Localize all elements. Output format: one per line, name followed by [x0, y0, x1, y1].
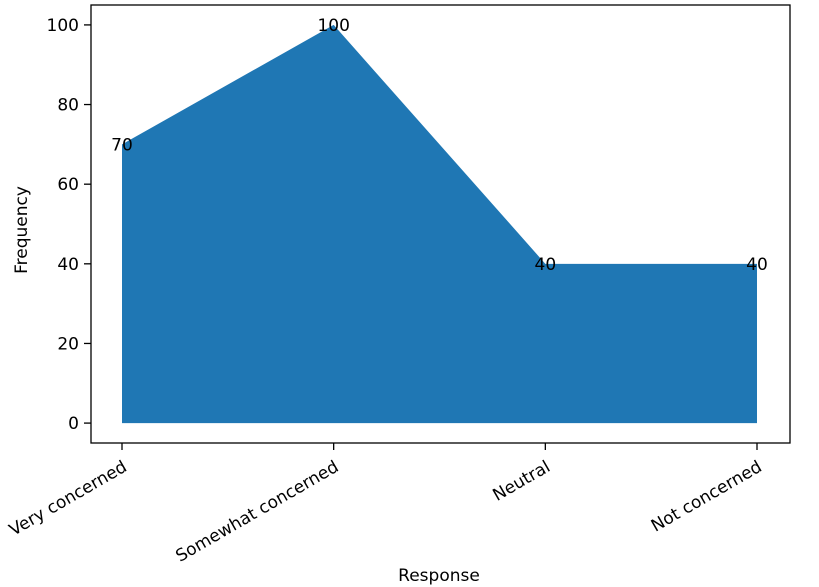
- y-tick-label: 80: [57, 96, 79, 116]
- y-tick-label: 40: [57, 255, 79, 275]
- y-tick-label: 20: [57, 334, 79, 354]
- x-tick-label: Not concerned: [648, 457, 766, 536]
- plot-frame: [90, 4, 791, 444]
- data-label: 40: [535, 255, 557, 275]
- y-tick-label: 100: [47, 16, 79, 36]
- x-axis-label: Response: [398, 566, 480, 586]
- data-label: 100: [317, 16, 349, 36]
- x-tick-label: Somewhat concerned: [172, 457, 342, 567]
- data-label: 40: [746, 255, 768, 275]
- y-axis-label: Frequency: [12, 186, 32, 274]
- y-tick-label: 60: [57, 175, 79, 195]
- plot-area: 70 100 40 40: [111, 16, 768, 424]
- x-tick-label: Neutral: [489, 457, 553, 506]
- area-series: [122, 24, 757, 424]
- data-label: 70: [111, 135, 133, 155]
- y-tick-label: 0: [68, 414, 79, 434]
- x-tick-label: Very concerned: [6, 457, 131, 540]
